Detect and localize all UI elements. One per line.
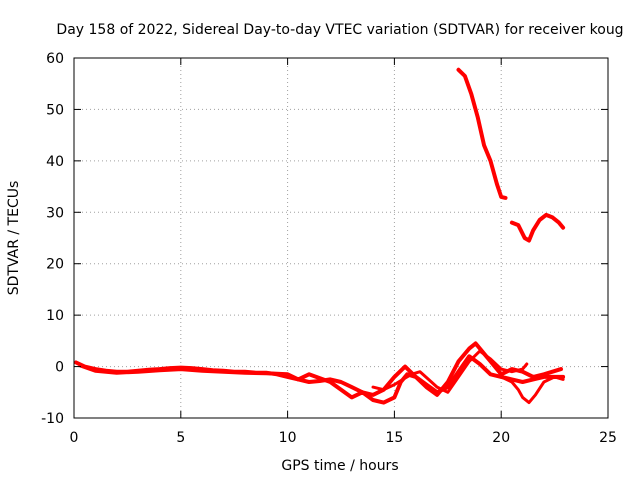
series-line-segment-4 (489, 372, 565, 405)
y-tick-label: -10 (41, 411, 64, 427)
chart-title: Day 158 of 2022, Sidereal Day-to-day VTE… (56, 22, 623, 38)
y-tick-label: 40 (46, 154, 64, 170)
y-tick-label: 60 (46, 51, 64, 67)
series-line-segment-2 (78, 341, 563, 405)
y-tick-label: 10 (46, 308, 64, 324)
grid (74, 58, 608, 418)
y-tick-label: 0 (55, 360, 64, 376)
x-axis-label: GPS time / hours (281, 458, 398, 474)
series-layer (74, 67, 566, 405)
x-tick-label: 5 (176, 430, 185, 446)
x-tick-label: 20 (492, 430, 510, 446)
y-tick-label: 20 (46, 257, 64, 273)
y-axis-label: SDTVAR / TECUs (6, 181, 22, 296)
ticks: -10 0 10 20 30 40 50 60 0 5 10 15 20 25 (41, 51, 617, 446)
series-line-segment-6 (509, 212, 566, 243)
y-tick-label: 30 (46, 205, 64, 221)
y-tick-label: 50 (46, 102, 64, 118)
plot-frame (73, 57, 609, 419)
x-tick-label: 10 (279, 430, 297, 446)
series-line-segment-5 (456, 67, 508, 200)
x-tick-label: 25 (599, 430, 617, 446)
x-tick-label: 15 (385, 430, 403, 446)
x-tick-label: 0 (70, 430, 79, 446)
series-line-segment-3 (371, 349, 529, 394)
